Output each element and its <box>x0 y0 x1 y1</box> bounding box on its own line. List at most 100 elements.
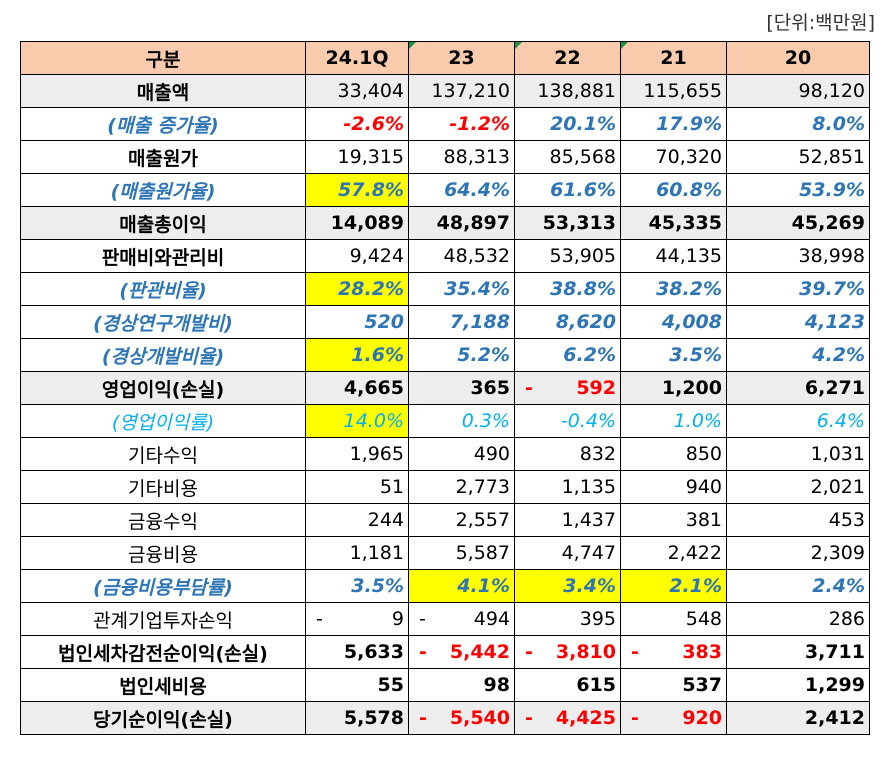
table-row: 기타수익 1,965 490 832 850 1,031 <box>20 437 870 471</box>
row-label: 매출액 <box>20 74 306 108</box>
table-row: 법인세차감전순이익(손실) 5,633 -5,442 -3,810 -383 3… <box>20 635 870 669</box>
cell-value: 2,422 <box>620 536 727 570</box>
cell-value: 53.9% <box>726 173 870 207</box>
cell-value: 3.5% <box>305 569 409 603</box>
cell-value: 4,665 <box>305 371 409 405</box>
cell-value: 940 <box>620 470 727 504</box>
table-row: (경상연구개발비) 520 7,188 8,620 4,008 4,123 <box>20 305 870 339</box>
cell-value: 9,424 <box>305 239 409 273</box>
negative-dash: - <box>525 641 533 663</box>
table-row: 매출총이익 14,089 48,897 53,313 45,335 45,269 <box>20 206 870 240</box>
cell-value: 832 <box>514 437 621 471</box>
cell-value: 1,437 <box>514 503 621 537</box>
cell-value: 88,313 <box>408 140 515 174</box>
table-row: (금융비용부담률) 3.5% 4.1% 3.4% 2.1% 2.4% <box>20 569 870 603</box>
cell-value: 4,123 <box>726 305 870 339</box>
income-statement-table: 구분 24.1Q 23 22 21 20 매출액 33,404 137,210 … <box>20 41 870 735</box>
cell-value: -4,425 <box>514 701 621 735</box>
cell-value: -9 <box>305 602 409 636</box>
cell-value: 60.8% <box>620 173 727 207</box>
cell-value: 1,135 <box>514 470 621 504</box>
cell-value: 2.1% <box>620 569 727 603</box>
cell-value: 64.4% <box>408 173 515 207</box>
table-row: (경상개발비율) 1.6% 5.2% 6.2% 3.5% 4.2% <box>20 338 870 372</box>
row-label: 매출총이익 <box>20 206 306 240</box>
cell-value: -5,540 <box>408 701 515 735</box>
cell-value: 6.4% <box>726 404 870 438</box>
negative-dash: - <box>631 641 639 663</box>
cell-value: -494 <box>408 602 515 636</box>
cell-value: 14.0% <box>305 404 409 438</box>
cell-value: 53,313 <box>514 206 621 240</box>
cell-value: 5.2% <box>408 338 515 372</box>
cell-value: 520 <box>305 305 409 339</box>
cell-value: 52,851 <box>726 140 870 174</box>
cell-value: 4,747 <box>514 536 621 570</box>
cell-value: 4.2% <box>726 338 870 372</box>
table-row: 매출액 33,404 137,210 138,881 115,655 98,12… <box>20 74 870 108</box>
cell-value: -592 <box>514 371 621 405</box>
cell-value: 537 <box>620 668 727 702</box>
table-row: 금융수익 244 2,557 1,437 381 453 <box>20 503 870 537</box>
cell-value: 19,315 <box>305 140 409 174</box>
cell-value: 2,021 <box>726 470 870 504</box>
cell-value: 55 <box>305 668 409 702</box>
cell-value: -2.6% <box>305 107 409 141</box>
negative-dash: - <box>419 608 426 630</box>
cell-value: 490 <box>408 437 515 471</box>
cell-value: 1.0% <box>620 404 727 438</box>
cell-value: 2,412 <box>726 701 870 735</box>
row-label: 법인세비용 <box>20 668 306 702</box>
cell-value: 8.0% <box>726 107 870 141</box>
row-label: 당기순이익(손실) <box>20 701 306 735</box>
header-2021: 21 <box>620 41 727 75</box>
cell-value: 28.2% <box>305 272 409 306</box>
row-label: 영업이익(손실) <box>20 371 306 405</box>
table-row: (판관비율) 28.2% 35.4% 38.8% 38.2% 39.7% <box>20 272 870 306</box>
table-row: 매출원가 19,315 88,313 85,568 70,320 52,851 <box>20 140 870 174</box>
cell-value: 48,532 <box>408 239 515 273</box>
cell-value: 2,309 <box>726 536 870 570</box>
cell-value: 615 <box>514 668 621 702</box>
cell-value: 3,711 <box>726 635 870 669</box>
cell-value: 33,404 <box>305 74 409 108</box>
row-label: 매출원가 <box>20 140 306 174</box>
cell-value: 1,299 <box>726 668 870 702</box>
header-row: 구분 24.1Q 23 22 21 20 <box>20 41 870 75</box>
cell-value: 35.4% <box>408 272 515 306</box>
comment-marker-icon <box>621 42 628 49</box>
cell-value: 45,269 <box>726 206 870 240</box>
cell-value: 395 <box>514 602 621 636</box>
unit-label: [단위:백만원] <box>766 12 875 34</box>
row-label: (영업이익률) <box>20 404 306 438</box>
header-24-1q: 24.1Q <box>305 41 409 75</box>
cell-value: 17.9% <box>620 107 727 141</box>
cell-value: 453 <box>726 503 870 537</box>
negative-dash: - <box>419 707 427 729</box>
cell-value: 850 <box>620 437 727 471</box>
cell-value: 1,181 <box>305 536 409 570</box>
negative-dash: - <box>525 377 533 399</box>
cell-value: 1,031 <box>726 437 870 471</box>
row-label: (매출원가율) <box>20 173 306 207</box>
cell-value: -1.2% <box>408 107 515 141</box>
row-label: (판관비율) <box>20 272 306 306</box>
row-label: 법인세차감전순이익(손실) <box>20 635 306 669</box>
header-2022: 22 <box>514 41 621 75</box>
cell-value: 45,335 <box>620 206 727 240</box>
cell-value: -5,442 <box>408 635 515 669</box>
cell-value: 70,320 <box>620 140 727 174</box>
row-label: 기타비용 <box>20 470 306 504</box>
comment-marker-icon <box>515 42 522 49</box>
negative-dash: - <box>419 641 427 663</box>
cell-value: -3,810 <box>514 635 621 669</box>
cell-value: 4,008 <box>620 305 727 339</box>
cell-value: 1,965 <box>305 437 409 471</box>
cell-value: 365 <box>408 371 515 405</box>
negative-dash: - <box>525 707 533 729</box>
cell-value: 1,200 <box>620 371 727 405</box>
cell-value: 98,120 <box>726 74 870 108</box>
cell-value: 38.2% <box>620 272 727 306</box>
row-label: 관계기업투자손익 <box>20 602 306 636</box>
cell-value: 6.2% <box>514 338 621 372</box>
